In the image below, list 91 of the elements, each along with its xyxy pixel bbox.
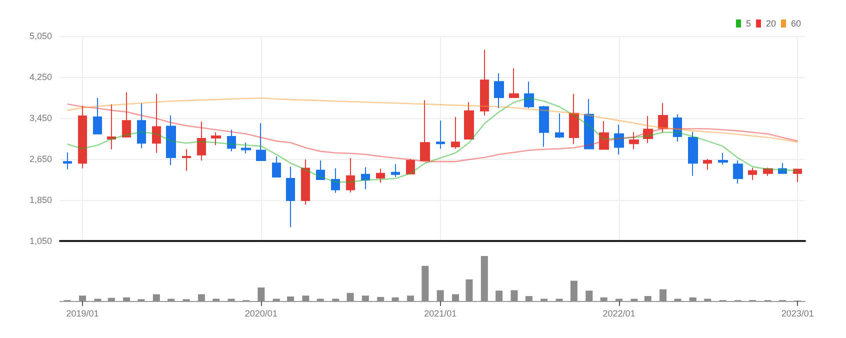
- bar: [689, 297, 696, 301]
- candlestick: [331, 168, 340, 194]
- bar: [406, 296, 414, 301]
- candlestick: [197, 121, 206, 162]
- candlestick: [643, 115, 653, 144]
- y-tick-label: 1,050: [29, 236, 52, 246]
- candlestick: [464, 102, 474, 140]
- bar: [258, 288, 265, 301]
- candlestick: [509, 68, 519, 99]
- bar: [510, 290, 518, 301]
- candlestick: [436, 120, 445, 150]
- candlestick: [524, 81, 534, 109]
- candlestick: [93, 98, 102, 134]
- y-tick-label: 1,850: [29, 195, 52, 205]
- bar: [480, 256, 488, 301]
- candlestick: [182, 148, 191, 172]
- candlestick: [376, 168, 385, 184]
- candlestick: [420, 100, 430, 162]
- candlestick: [391, 164, 400, 178]
- x-tick-label: 2020/01: [244, 308, 278, 318]
- candlestick: [778, 162, 787, 174]
- bar: [600, 297, 608, 301]
- y-tick-label: 4,250: [29, 72, 52, 82]
- bar: [466, 279, 473, 301]
- x-tick-label: 2019/01: [66, 308, 99, 318]
- candlestick: [346, 157, 355, 193]
- candlestick: [63, 152, 72, 170]
- bar: [586, 290, 593, 301]
- bar: [436, 290, 444, 301]
- legend-label: 5: [746, 18, 751, 28]
- bar: [377, 296, 384, 301]
- candlestick: [793, 168, 802, 183]
- x-tick-label: 2021/01: [424, 308, 457, 318]
- candlestick: [688, 131, 698, 176]
- bar: [79, 296, 86, 301]
- candlestick: [733, 160, 743, 184]
- y-tick-label: 3,450: [29, 113, 52, 123]
- candlestick: [78, 105, 87, 169]
- candlestick: [763, 167, 773, 176]
- candlestick: [539, 105, 549, 148]
- bar: [198, 294, 205, 301]
- bar: [152, 294, 160, 301]
- bar: [108, 298, 115, 301]
- bar: [452, 294, 460, 301]
- candlestick: [256, 122, 266, 162]
- candlestick: [584, 98, 594, 150]
- candlestick: [122, 92, 131, 138]
- candlestick: [301, 159, 310, 206]
- bar: [346, 292, 354, 301]
- legend-label: 60: [790, 18, 802, 28]
- candlestick: [361, 166, 370, 190]
- x-tick-label: 2022/01: [602, 308, 636, 318]
- candlestick: [599, 120, 609, 150]
- bar: [392, 297, 399, 301]
- candlestick: [316, 160, 325, 180]
- bar: [525, 296, 532, 301]
- candlestick: [748, 167, 757, 181]
- candlestick: [241, 142, 251, 154]
- candlestick: [658, 102, 668, 133]
- bar: [302, 296, 310, 301]
- candlestick: [137, 102, 146, 149]
- bar: [362, 296, 369, 301]
- bar: [123, 297, 130, 301]
- candlestick: [451, 116, 460, 150]
- bar: [422, 266, 429, 301]
- candlestick: [480, 49, 489, 116]
- candlestick: [569, 93, 579, 145]
- candlestick: [227, 129, 236, 152]
- candlestick: [555, 112, 564, 138]
- bar: [496, 290, 503, 301]
- candlestick: [673, 114, 682, 142]
- candlestick: [166, 114, 176, 166]
- candlestick: [286, 166, 295, 228]
- candlestick: [718, 152, 728, 166]
- legend-label: 20: [766, 18, 776, 28]
- candlestick: [629, 131, 639, 150]
- candlestick: [614, 124, 624, 155]
- candlestick: [152, 93, 161, 154]
- candlestick: [494, 72, 504, 109]
- y-tick-label: 2,650: [29, 154, 52, 164]
- bar: [660, 289, 667, 301]
- candlestick: [211, 132, 221, 146]
- candlestick: [272, 156, 281, 178]
- candlestick: [107, 104, 116, 150]
- x-tick-label: 2023/01: [781, 308, 814, 318]
- candlestick: [406, 158, 415, 174]
- bar: [570, 280, 578, 301]
- bar: [644, 296, 652, 301]
- y-tick-label: 5,050: [29, 31, 52, 41]
- bar: [287, 296, 294, 301]
- candlestick: [703, 158, 712, 170]
